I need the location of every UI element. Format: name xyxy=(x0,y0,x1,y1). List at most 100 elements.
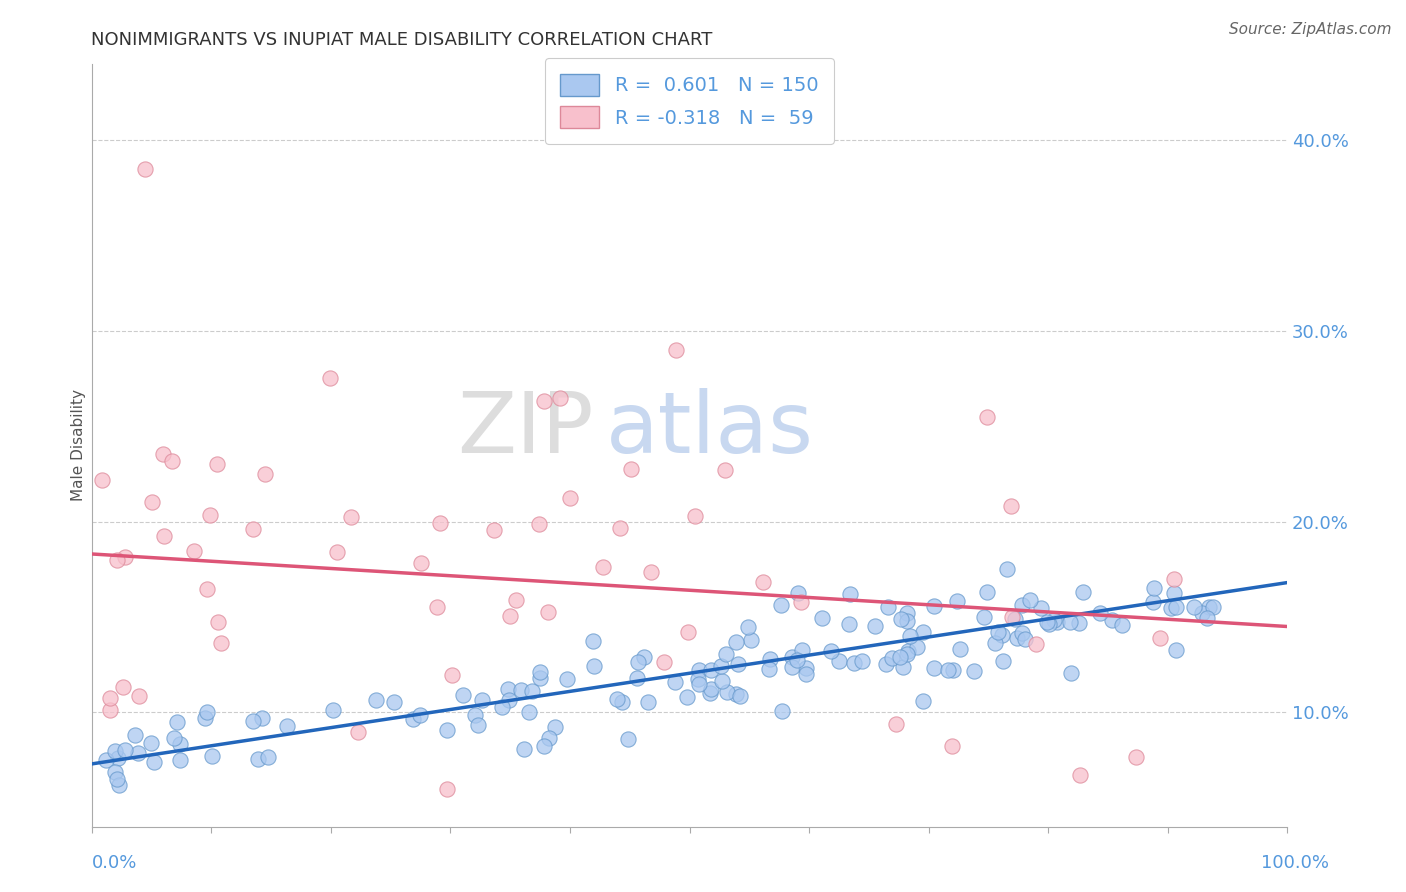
Point xyxy=(1149,632,1171,646)
Point xyxy=(688,672,710,686)
Text: ZIP: ZIP xyxy=(457,388,593,472)
Point xyxy=(606,691,628,706)
Point xyxy=(676,624,699,639)
Point xyxy=(907,640,929,654)
Point xyxy=(1004,612,1026,626)
Point xyxy=(863,618,886,632)
Point xyxy=(1163,572,1185,586)
Point xyxy=(1071,585,1094,599)
Point xyxy=(141,495,163,509)
Point xyxy=(108,778,131,792)
Point xyxy=(429,516,451,530)
Point xyxy=(724,635,747,649)
Point xyxy=(592,559,614,574)
Point xyxy=(1111,618,1133,632)
Point xyxy=(1018,593,1040,607)
Point xyxy=(555,672,578,686)
Text: NONIMMIGRANTS VS INUPIAT MALE DISABILITY CORRELATION CHART: NONIMMIGRANTS VS INUPIAT MALE DISABILITY… xyxy=(91,31,713,49)
Point xyxy=(124,728,146,742)
Point xyxy=(633,649,655,664)
Point xyxy=(1191,606,1213,620)
Point xyxy=(911,625,934,640)
Point xyxy=(612,695,634,709)
Point xyxy=(987,625,1010,640)
Point xyxy=(426,599,449,614)
Point xyxy=(714,462,737,476)
Point xyxy=(839,587,862,601)
Point xyxy=(711,673,734,688)
Text: atlas: atlas xyxy=(606,388,814,472)
Point xyxy=(100,690,122,705)
Point xyxy=(1043,613,1066,627)
Point xyxy=(340,509,363,524)
Point xyxy=(533,739,555,753)
Point xyxy=(700,681,723,696)
Point xyxy=(464,707,486,722)
Point xyxy=(195,582,218,596)
Point xyxy=(505,593,527,607)
Point xyxy=(105,553,128,567)
Point xyxy=(991,654,1014,668)
Point xyxy=(1005,631,1028,645)
Point xyxy=(896,614,918,628)
Point xyxy=(1195,610,1218,624)
Point xyxy=(897,644,920,658)
Point xyxy=(411,556,433,570)
Point xyxy=(665,343,688,357)
Point xyxy=(752,575,775,590)
Point xyxy=(896,647,918,661)
Point xyxy=(402,713,425,727)
Point xyxy=(796,667,818,681)
Point xyxy=(1038,617,1060,632)
Text: Source: ZipAtlas.com: Source: ZipAtlas.com xyxy=(1229,22,1392,37)
Point xyxy=(1182,600,1205,615)
Point xyxy=(366,693,388,707)
Point xyxy=(609,521,631,535)
Point xyxy=(1014,632,1036,646)
Point xyxy=(436,723,458,737)
Point xyxy=(142,756,165,770)
Point xyxy=(319,371,342,385)
Point xyxy=(1067,615,1090,630)
Point xyxy=(98,703,121,717)
Point xyxy=(253,467,276,481)
Point xyxy=(880,651,903,665)
Point xyxy=(209,636,232,650)
Point xyxy=(626,671,648,685)
Point xyxy=(759,652,782,666)
Point xyxy=(169,753,191,767)
Point xyxy=(529,665,551,680)
Point xyxy=(995,562,1018,576)
Point xyxy=(1143,581,1166,595)
Point xyxy=(1088,606,1111,620)
Point xyxy=(242,522,264,536)
Point xyxy=(1036,615,1059,629)
Point xyxy=(195,705,218,719)
Point xyxy=(984,636,1007,650)
Point xyxy=(640,565,662,579)
Point xyxy=(838,616,860,631)
Text: 100.0%: 100.0% xyxy=(1261,855,1329,872)
Point xyxy=(780,650,803,665)
Point xyxy=(890,612,912,626)
Point xyxy=(436,781,458,796)
Point xyxy=(536,605,558,619)
Point xyxy=(105,772,128,786)
Point xyxy=(851,654,873,668)
Point xyxy=(727,657,749,671)
Point xyxy=(256,750,278,764)
Point xyxy=(912,693,935,707)
Point xyxy=(134,161,156,176)
Point xyxy=(276,719,298,733)
Point xyxy=(107,750,129,764)
Point xyxy=(637,695,659,709)
Point xyxy=(538,731,561,746)
Point xyxy=(247,752,270,766)
Point xyxy=(1202,599,1225,614)
Point xyxy=(941,739,963,753)
Y-axis label: Male Disability: Male Disability xyxy=(72,389,86,501)
Point xyxy=(699,686,721,700)
Point xyxy=(796,661,818,675)
Point xyxy=(482,523,505,537)
Point xyxy=(382,695,405,709)
